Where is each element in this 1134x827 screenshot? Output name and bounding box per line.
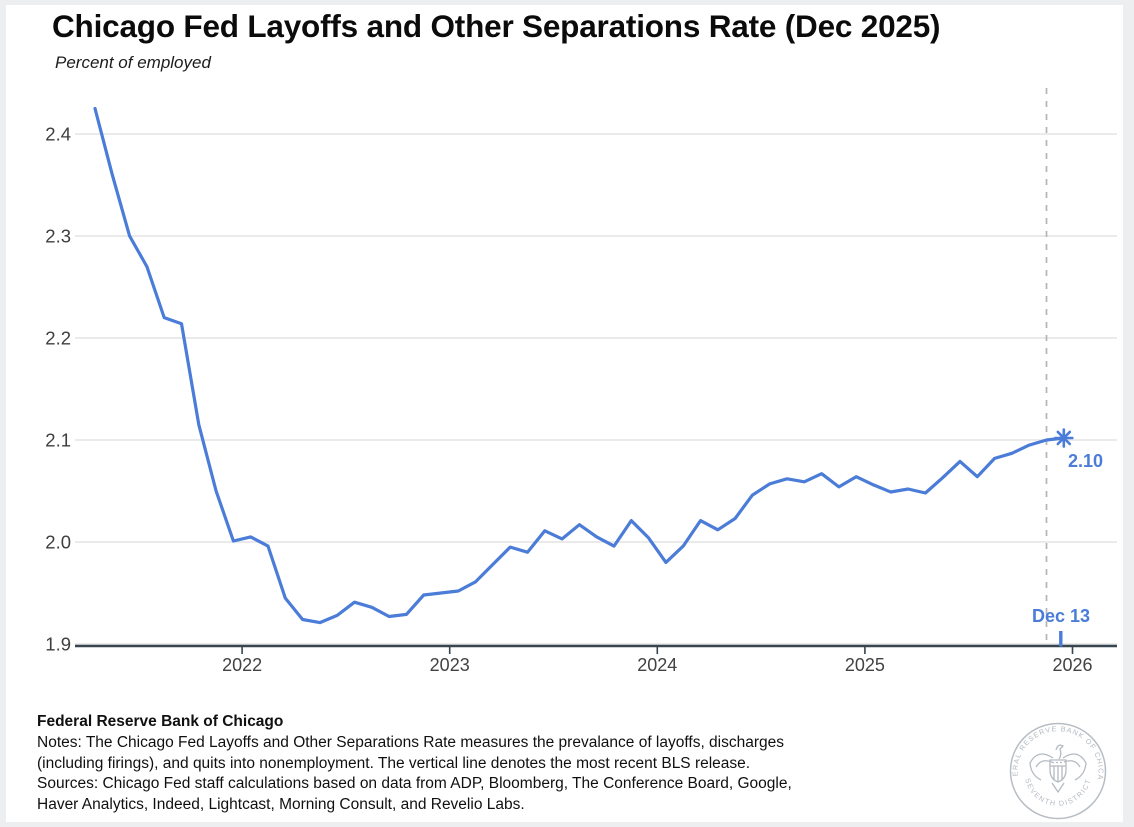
org-name: Federal Reserve Bank of Chicago [37,713,284,730]
last-date-label: Dec 13 [1032,606,1090,626]
eagle-emblem [1030,745,1086,792]
chart-title: Chicago Fed Layoffs and Other Separation… [52,8,941,44]
y-tick-label: 2.3 [45,226,71,247]
axes: 2022 2023 2024 2025 2026 [75,88,1117,675]
y-tick-label: 2.4 [45,124,71,145]
y-tick-label: 2.0 [45,532,71,553]
y-tick-label: 1.9 [45,634,71,655]
annotations: 2.10 Dec 13 [1032,428,1103,647]
fed-seal-logo: FEDERAL RESERVE BANK OF CHICAGO SEVENTH … [1007,720,1109,822]
y-tick-label: 2.1 [45,430,71,451]
x-tick-label: 2023 [430,655,470,675]
footer-notes: Federal Reserve Bank of Chicago Notes: T… [37,712,997,816]
last-point-star-marker [1056,430,1072,446]
chart-card [6,5,1123,822]
x-tick-label: 2022 [222,655,262,675]
sources-line: Haver Analytics, Indeed, Lightcast, Morn… [37,796,525,814]
seal-outer-ring [1011,724,1106,819]
x-tick-label: 2026 [1052,655,1092,675]
data-line-layer [93,106,1066,625]
notes-line: (including firings), and quits into none… [37,754,751,772]
last-value-label: 2.10 [1068,451,1103,471]
separations-rate-line [93,106,1066,625]
sources-line: Sources: Chicago Fed staff calculations … [37,775,792,793]
y-tick-label: 2.2 [45,328,71,349]
x-tick-label: 2024 [637,655,677,675]
gridlines: 2.4 2.3 2.2 2.1 2.0 1.9 [45,124,1117,655]
chart-subtitle: Percent of employed [55,53,211,72]
notes-line: Notes: The Chicago Fed Layoffs and Other… [37,733,785,751]
x-tick-label: 2025 [845,655,885,675]
